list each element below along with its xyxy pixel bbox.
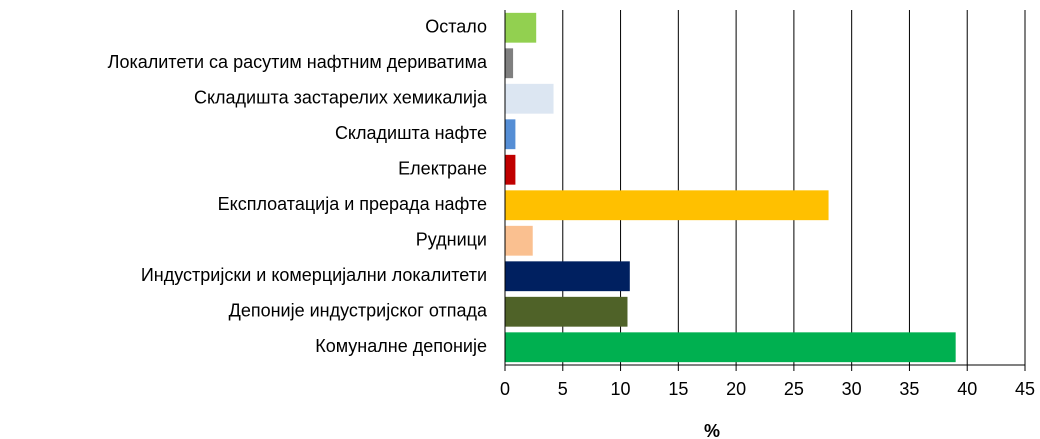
y-tick-label: Остало: [425, 17, 487, 37]
y-tick-label: Електране: [398, 159, 487, 179]
x-tick-label: 10: [611, 379, 631, 399]
x-tick-label: 35: [899, 379, 919, 399]
x-tick-label: 20: [726, 379, 746, 399]
y-tick-label: Локалитети са расутим нафтним дериватима: [108, 52, 488, 72]
y-tick-label: Експлоатација и прерада нафте: [218, 194, 487, 214]
bar: [505, 296, 628, 327]
y-tick-label: Индустријски и комерцијални локалитети: [141, 265, 487, 285]
x-tick-label: 0: [500, 379, 510, 399]
y-tick-label: Комуналне депоније: [315, 336, 487, 356]
y-tick-label: Рудници: [416, 230, 487, 250]
x-tick-label: 45: [1015, 379, 1035, 399]
bar: [505, 83, 554, 114]
bar: [505, 190, 829, 221]
bar: [505, 48, 514, 79]
x-axis-label: %: [704, 421, 720, 439]
bar: [505, 12, 537, 43]
x-tick-label: 40: [957, 379, 977, 399]
bar: [505, 154, 516, 185]
x-tick-label: 30: [842, 379, 862, 399]
y-tick-label: Складишта нафте: [335, 123, 487, 143]
bar: [505, 225, 533, 256]
y-tick-label: Складишта застарелих хемикалија: [194, 88, 488, 108]
x-tick-label: 25: [784, 379, 804, 399]
bar: [505, 332, 956, 363]
x-tick-label: 5: [558, 379, 568, 399]
x-tick-label: 15: [668, 379, 688, 399]
bar: [505, 119, 516, 150]
bar: [505, 261, 630, 292]
y-tick-label: Депоније индустријског отпада: [229, 301, 488, 321]
